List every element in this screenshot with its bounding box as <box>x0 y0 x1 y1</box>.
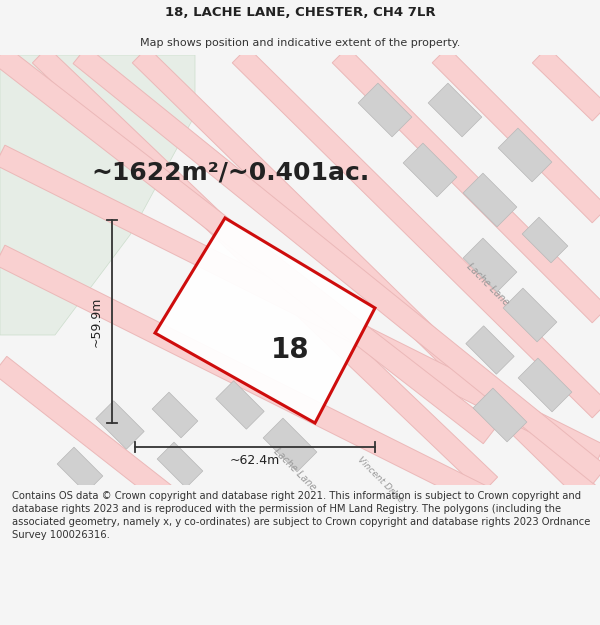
Polygon shape <box>152 392 198 438</box>
Polygon shape <box>216 381 264 429</box>
Polygon shape <box>0 356 377 625</box>
Polygon shape <box>155 218 375 423</box>
Polygon shape <box>0 145 600 465</box>
Polygon shape <box>133 47 600 513</box>
Text: ~62.4m: ~62.4m <box>230 454 280 466</box>
Polygon shape <box>32 47 497 493</box>
Polygon shape <box>0 245 600 565</box>
Text: Lache Lane: Lache Lane <box>272 447 318 493</box>
Polygon shape <box>73 46 600 484</box>
Polygon shape <box>57 447 103 493</box>
Text: 18: 18 <box>271 336 310 364</box>
Polygon shape <box>403 143 457 197</box>
Text: ~1622m²/~0.401ac.: ~1622m²/~0.401ac. <box>91 161 369 185</box>
Polygon shape <box>432 48 600 222</box>
Polygon shape <box>358 83 412 137</box>
Text: Contains OS data © Crown copyright and database right 2021. This information is : Contains OS data © Crown copyright and d… <box>12 491 590 540</box>
Polygon shape <box>332 48 600 322</box>
Polygon shape <box>463 173 517 227</box>
Polygon shape <box>96 401 144 449</box>
Polygon shape <box>473 388 527 442</box>
Polygon shape <box>263 418 317 472</box>
Polygon shape <box>532 47 600 121</box>
Polygon shape <box>0 55 195 335</box>
Text: Map shows position and indicative extent of the property.: Map shows position and indicative extent… <box>140 38 460 48</box>
Text: Lache Lane: Lache Lane <box>465 262 511 308</box>
Text: ~59.9m: ~59.9m <box>89 296 103 347</box>
Polygon shape <box>498 128 552 182</box>
Text: Vincent Drive: Vincent Drive <box>355 455 405 505</box>
Polygon shape <box>503 288 557 342</box>
Polygon shape <box>428 83 482 137</box>
Polygon shape <box>232 47 600 418</box>
Polygon shape <box>518 358 572 412</box>
Polygon shape <box>522 217 568 263</box>
Text: 18, LACHE LANE, CHESTER, CH4 7LR: 18, LACHE LANE, CHESTER, CH4 7LR <box>164 6 436 19</box>
Polygon shape <box>466 326 514 374</box>
Polygon shape <box>157 442 203 488</box>
Polygon shape <box>463 238 517 292</box>
Polygon shape <box>0 46 497 444</box>
